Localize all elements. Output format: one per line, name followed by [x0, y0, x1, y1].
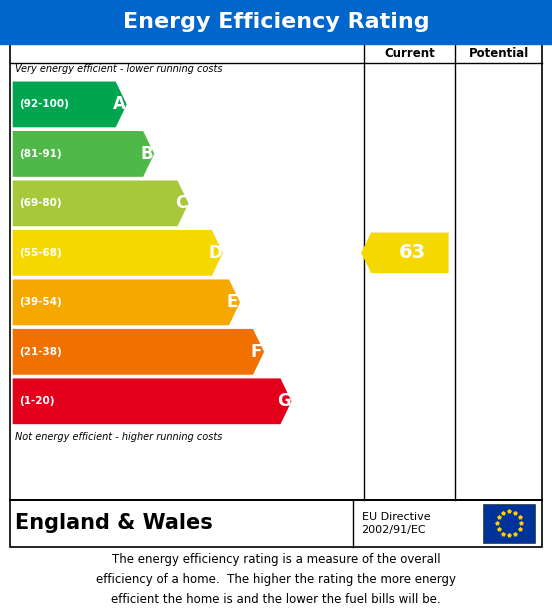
- Text: Very energy efficient - lower running costs: Very energy efficient - lower running co…: [15, 64, 223, 74]
- Polygon shape: [13, 329, 264, 375]
- Text: (1-20): (1-20): [19, 396, 55, 406]
- Bar: [0, 0, 552, 44]
- Text: D: D: [208, 244, 222, 262]
- Text: (69-80): (69-80): [19, 199, 62, 208]
- Text: Not energy efficient - higher running costs: Not energy efficient - higher running co…: [15, 432, 223, 442]
- Text: C: C: [174, 194, 187, 212]
- Text: The energy efficiency rating is a measure of the overall
efficiency of a home.  : The energy efficiency rating is a measur…: [96, 553, 456, 606]
- Polygon shape: [13, 230, 223, 276]
- Text: England & Wales: England & Wales: [15, 513, 213, 533]
- Polygon shape: [13, 131, 154, 177]
- Bar: [10, 44, 542, 500]
- Text: G: G: [277, 392, 291, 410]
- Text: (55-68): (55-68): [19, 248, 62, 258]
- Text: EU Directive
2002/91/EC: EU Directive 2002/91/EC: [362, 512, 430, 535]
- Text: B: B: [140, 145, 153, 163]
- Polygon shape: [13, 180, 189, 226]
- Polygon shape: [13, 82, 127, 128]
- Polygon shape: [361, 232, 449, 273]
- Text: (92-100): (92-100): [19, 99, 69, 110]
- Text: 63: 63: [399, 243, 426, 262]
- Text: E: E: [227, 294, 238, 311]
- Bar: [10, 500, 542, 547]
- Text: (21-38): (21-38): [19, 347, 62, 357]
- Text: Potential: Potential: [469, 47, 529, 60]
- Text: (81-91): (81-91): [19, 149, 62, 159]
- Text: (39-54): (39-54): [19, 297, 62, 307]
- Text: Current: Current: [385, 47, 435, 60]
- Text: A: A: [113, 96, 125, 113]
- Polygon shape: [13, 280, 240, 326]
- Bar: [483, 504, 535, 543]
- Text: Energy Efficiency Rating: Energy Efficiency Rating: [123, 12, 429, 32]
- Text: F: F: [251, 343, 262, 361]
- Polygon shape: [13, 378, 291, 424]
